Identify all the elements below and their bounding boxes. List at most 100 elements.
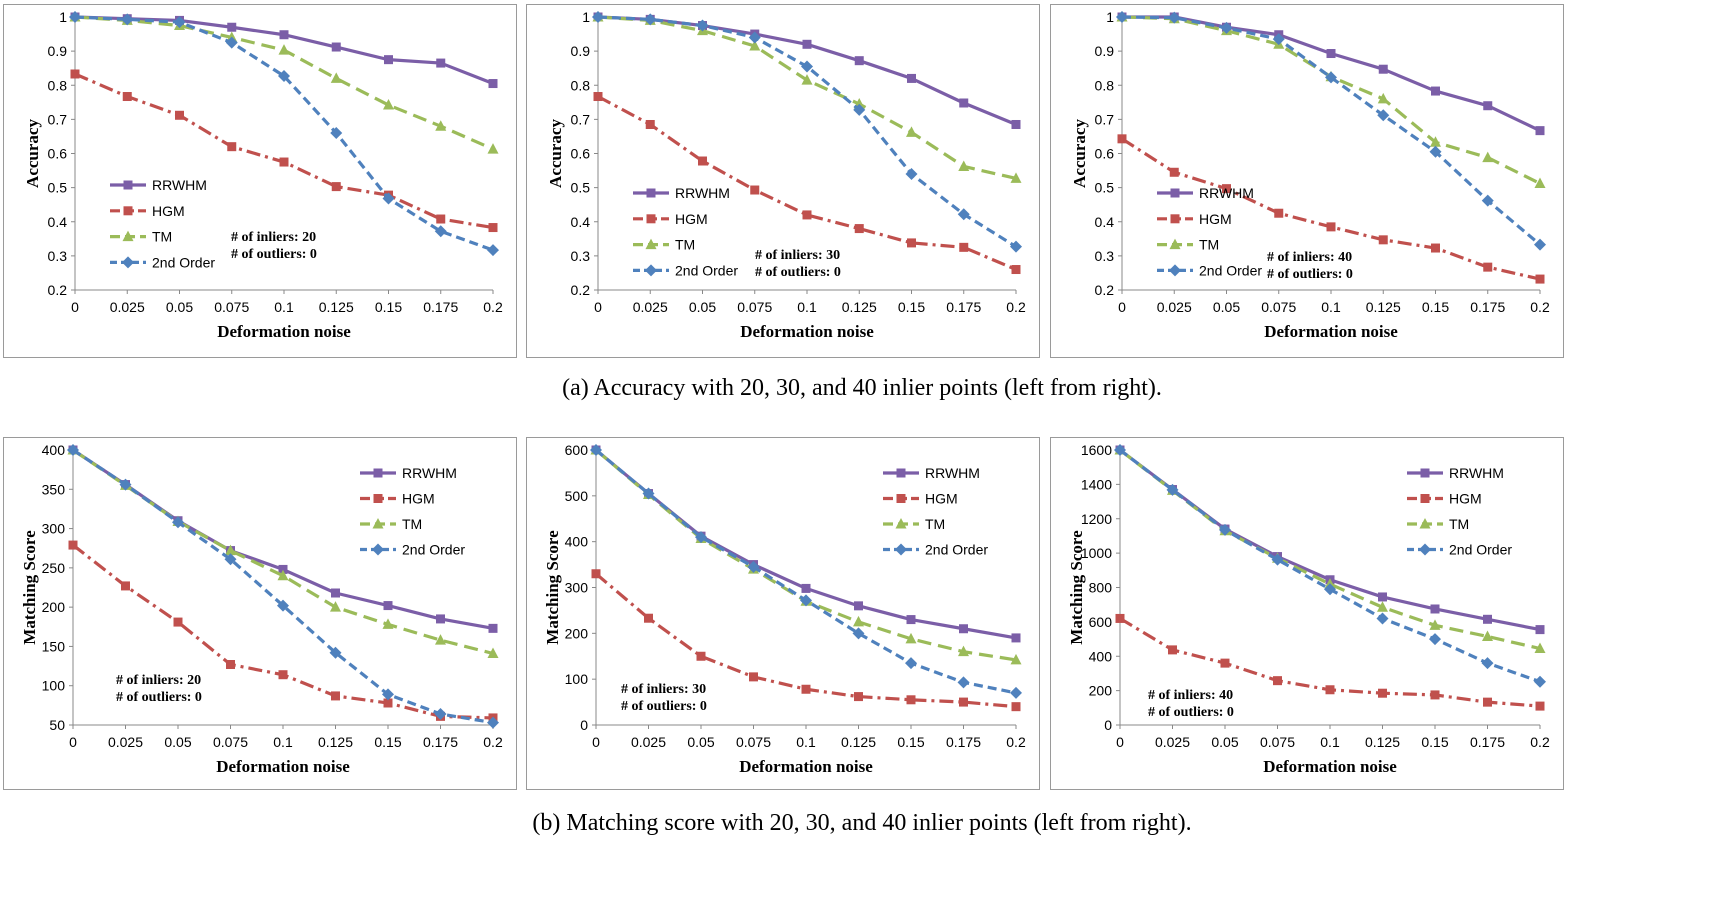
data-point [1431, 86, 1440, 96]
x-tick-label: 0.05 [687, 734, 714, 750]
series-2nd-order [1114, 444, 1546, 688]
data-point [1535, 274, 1545, 284]
data-point [802, 39, 812, 49]
data-point [225, 36, 238, 49]
legend-marker [895, 518, 907, 529]
x-tick-label: 0.125 [1365, 734, 1400, 750]
data-point [854, 224, 864, 234]
y-tick-label: 0.6 [1095, 146, 1115, 162]
series-line [1121, 15, 1542, 246]
data-point [1534, 675, 1546, 688]
legend-item-hgm: HGM [883, 491, 958, 507]
data-point [1378, 235, 1388, 245]
series-line [1119, 448, 1541, 684]
data-point [487, 244, 499, 257]
data-point [1482, 151, 1494, 163]
y-tick-label: 0 [1104, 717, 1112, 733]
x-tick-label: 0.05 [1211, 734, 1238, 750]
legend-label: HGM [1199, 211, 1232, 227]
data-point [1376, 612, 1389, 625]
data-point [1378, 592, 1387, 602]
data-point [1429, 633, 1441, 646]
data-point [1168, 645, 1177, 655]
legend-item-rrwhm: RRWHM [883, 465, 980, 481]
data-point [70, 69, 80, 79]
x-tick-label: 0.075 [1261, 299, 1296, 315]
legend-label: RRWHM [1449, 465, 1504, 481]
data-point [1378, 688, 1387, 698]
x-tick-label: 0.15 [375, 299, 402, 315]
legend-label: HGM [152, 203, 185, 219]
x-tick-label: 0.125 [1366, 299, 1401, 315]
data-point [1010, 240, 1022, 253]
x-tick-label: 0.1 [1320, 734, 1340, 750]
y-tick-label: 100 [565, 671, 589, 687]
legend-label: HGM [1449, 491, 1482, 507]
legend-item-2nd-order: 2nd Order [633, 262, 738, 278]
y-tick-label: 400 [565, 534, 589, 550]
annotation: # of inliers: 30 # of outliers: 0 [621, 682, 707, 714]
data-point [434, 708, 447, 720]
data-point [1431, 243, 1440, 253]
chart-svg: 0 100 200 300 400 500 600 0 0.025 0.05 0.075 0.1 0.1… [543, 442, 1026, 776]
legend-label: 2nd Order [925, 542, 988, 558]
x-axis-title: Deformation noise [1263, 757, 1397, 776]
data-point [905, 167, 918, 180]
legend-item-hgm: HGM [360, 491, 435, 507]
y-tick-label: 0.2 [571, 282, 591, 298]
data-point [487, 647, 499, 658]
y-tick-label: 0 [580, 717, 588, 733]
chart-panel-score-20: 50 100 150 200 250 300 350 400 0 0.025 0.05 0.075 0.… [3, 437, 517, 790]
annotation-line: # of outliers: 0 [1267, 267, 1353, 282]
series-2nd-order [592, 11, 1022, 253]
data-point [278, 564, 288, 574]
data-point [487, 143, 499, 154]
y-tick-label: 1 [582, 9, 590, 25]
x-tick-label: 0 [1118, 299, 1126, 315]
legend-item-hgm: HGM [1407, 491, 1482, 507]
y-axis-title: Matching Score [20, 530, 39, 645]
x-tick-label: 0.125 [318, 734, 353, 750]
data-point [1378, 64, 1388, 74]
data-point [1377, 92, 1389, 104]
x-tick-label: 0 [1116, 734, 1124, 750]
data-point [383, 99, 394, 110]
y-axis-title: Accuracy [546, 119, 565, 188]
data-point [1534, 177, 1546, 189]
series-hgm [70, 69, 498, 233]
data-point [695, 531, 707, 544]
legend: RRWHM HGM TM 2nd Order [110, 177, 215, 270]
chart-panel-accuracy-40: 0.2 0.3 0.4 0.5 0.6 0.7 0.8 0.9 1 0 0.025 0.05 0.075… [1050, 4, 1564, 358]
data-point [331, 691, 340, 701]
x-tick-label: 0.05 [166, 299, 193, 315]
annotation: # of inliers: 30 # of outliers: 0 [755, 248, 841, 280]
legend-item-rrwhm: RRWHM [110, 177, 207, 193]
series-tm [1116, 11, 1546, 189]
data-point [957, 208, 970, 221]
legend-label: 2nd Order [152, 254, 215, 270]
data-point [384, 55, 393, 65]
y-tick-label: 0.3 [48, 248, 68, 264]
data-point [1011, 119, 1021, 129]
x-tick-label: 0.15 [897, 734, 924, 750]
legend-marker [646, 214, 656, 224]
legend-marker [122, 256, 134, 269]
series-2nd-order [1116, 11, 1546, 251]
data-point [1534, 238, 1546, 251]
x-tick-label: 0.15 [898, 299, 925, 315]
legend-item-2nd-order: 2nd Order [883, 542, 988, 558]
x-tick-label: 0.075 [214, 299, 249, 315]
data-point [642, 487, 655, 500]
x-tick-label: 0.1 [273, 734, 293, 750]
y-tick-label: 250 [42, 560, 66, 576]
chart-svg: 50 100 150 200 250 300 350 400 0 0.025 0.05 0.075 0.… [20, 442, 503, 776]
legend-label: RRWHM [675, 185, 730, 201]
x-tick-label: 0.175 [423, 734, 458, 750]
y-tick-label: 0.8 [48, 77, 68, 93]
annotation: # of inliers: 40 # of outliers: 0 [1148, 688, 1234, 720]
data-point [69, 11, 81, 23]
data-point [227, 142, 237, 152]
legend-item-hgm: HGM [1157, 211, 1232, 227]
legend-marker [1169, 264, 1181, 277]
series-line [74, 72, 494, 230]
